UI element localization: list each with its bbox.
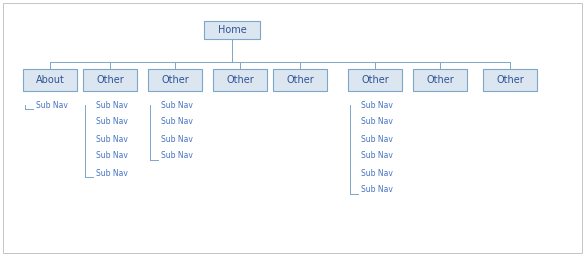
- Bar: [413, 69, 467, 91]
- Text: Other: Other: [161, 75, 189, 85]
- Bar: [273, 69, 327, 91]
- Text: Other: Other: [361, 75, 389, 85]
- Bar: [204, 21, 260, 39]
- Text: Home: Home: [218, 25, 246, 35]
- Text: Sub Nav: Sub Nav: [161, 101, 193, 110]
- Bar: [213, 69, 267, 91]
- Text: Sub Nav: Sub Nav: [361, 152, 393, 161]
- Text: Other: Other: [496, 75, 524, 85]
- Text: Sub Nav: Sub Nav: [36, 101, 68, 110]
- Text: Other: Other: [286, 75, 314, 85]
- Text: Sub Nav: Sub Nav: [361, 101, 393, 110]
- Bar: [483, 69, 537, 91]
- Text: Sub Nav: Sub Nav: [161, 134, 193, 144]
- Text: Sub Nav: Sub Nav: [161, 118, 193, 126]
- Text: Sub Nav: Sub Nav: [96, 118, 128, 126]
- Text: Other: Other: [426, 75, 454, 85]
- Text: About: About: [36, 75, 64, 85]
- Text: Sub Nav: Sub Nav: [361, 168, 393, 177]
- Text: Sub Nav: Sub Nav: [161, 152, 193, 161]
- Text: Sub Nav: Sub Nav: [96, 101, 128, 110]
- Bar: [83, 69, 137, 91]
- Text: Sub Nav: Sub Nav: [96, 152, 128, 161]
- Text: Sub Nav: Sub Nav: [96, 134, 128, 144]
- Bar: [348, 69, 402, 91]
- Text: Sub Nav: Sub Nav: [96, 168, 128, 177]
- Text: Sub Nav: Sub Nav: [361, 118, 393, 126]
- Text: Other: Other: [226, 75, 254, 85]
- Bar: [23, 69, 77, 91]
- Text: Sub Nav: Sub Nav: [361, 134, 393, 144]
- Bar: [148, 69, 202, 91]
- Text: Sub Nav: Sub Nav: [361, 186, 393, 195]
- Text: Other: Other: [96, 75, 124, 85]
